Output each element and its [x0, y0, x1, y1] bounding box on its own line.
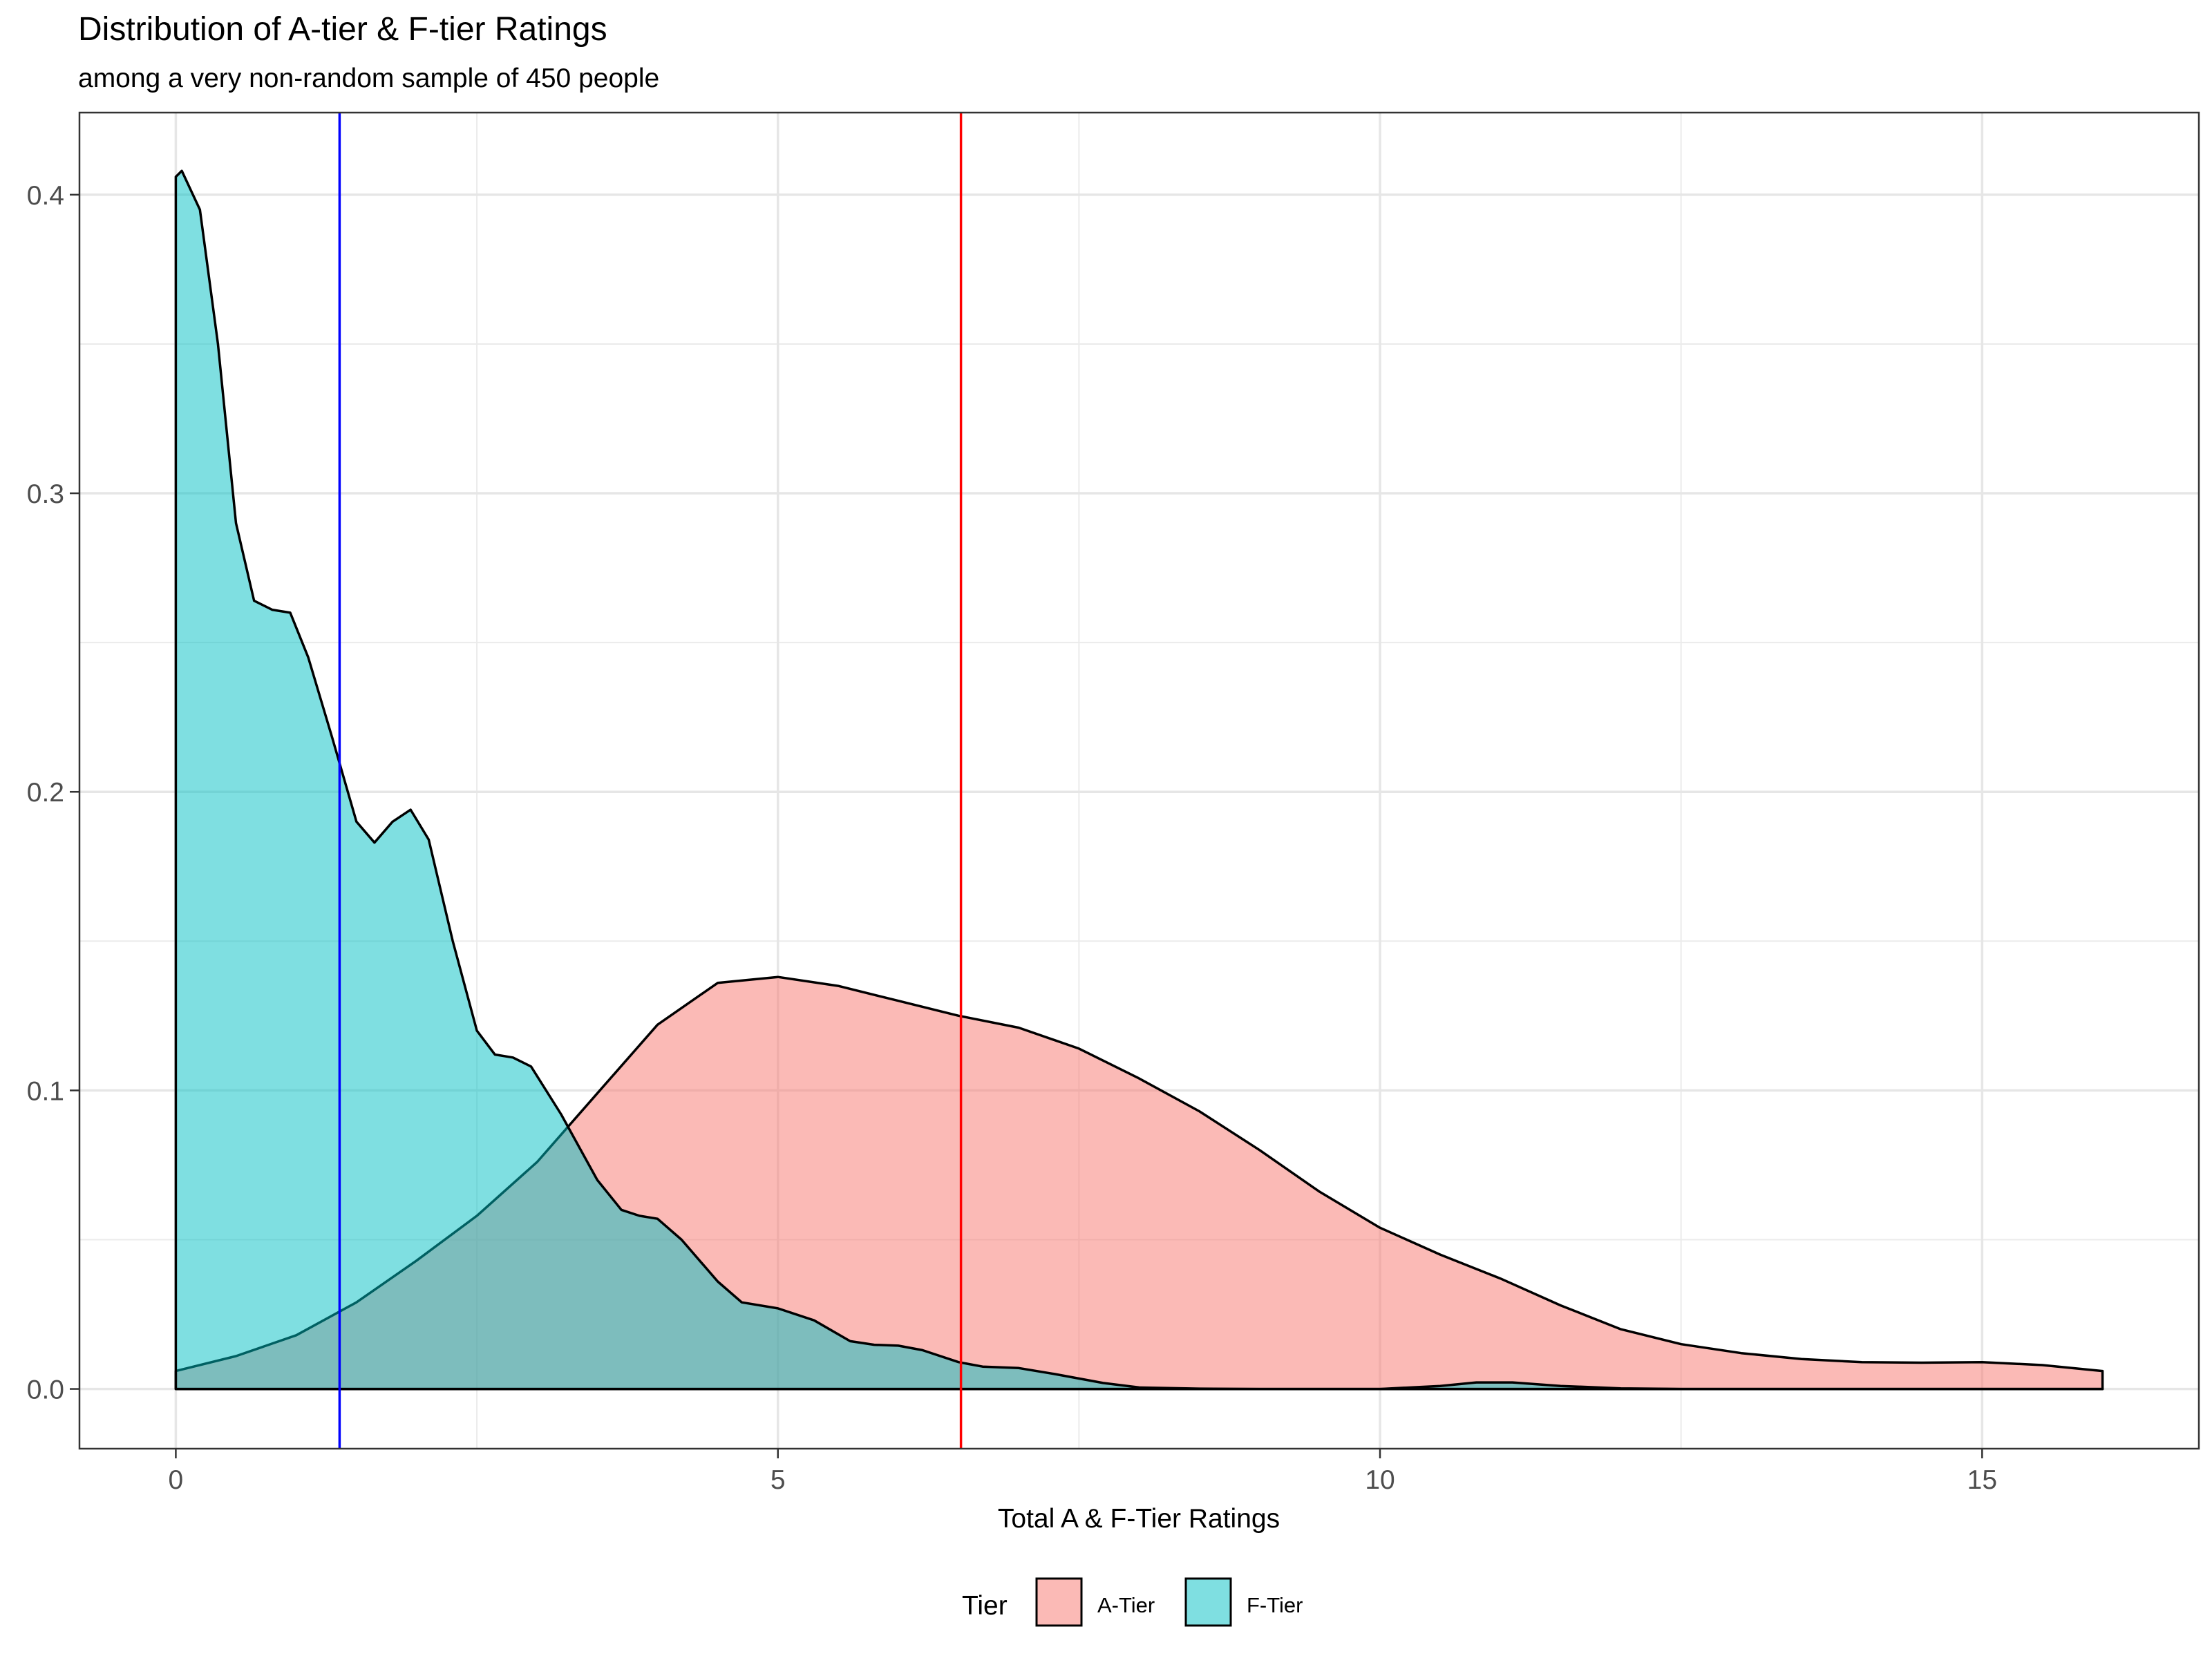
x-tick-label: 0	[169, 1465, 184, 1495]
y-axis: 0.0 0.1 0.2 0.3 0.4	[27, 181, 79, 1405]
x-tick-label: 5	[771, 1465, 786, 1495]
x-tick-label: 10	[1365, 1465, 1395, 1495]
y-tick-label: 0.4	[27, 181, 64, 211]
y-tick-label: 0.3	[27, 479, 64, 509]
chart-subtitle: among a very non-random sample of 450 pe…	[78, 64, 659, 93]
x-tick-label: 15	[1967, 1465, 1997, 1495]
y-tick-label: 0.2	[27, 778, 64, 808]
chart-title: Distribution of A-tier & F-tier Ratings	[78, 11, 607, 48]
x-axis: 0 5 10 15	[169, 1449, 1997, 1495]
density-area-f-tier	[174, 169, 2104, 1391]
density-areas	[174, 169, 2104, 1391]
legend-label-a-tier: A-Tier	[1097, 1593, 1155, 1617]
plot-border	[78, 111, 2200, 1450]
x-axis-title: Total A & F-Tier Ratings	[998, 1504, 1280, 1534]
mean-lines	[338, 113, 963, 1449]
legend-title: Tier	[962, 1591, 1008, 1621]
legend-key-a-tier	[1035, 1577, 1083, 1627]
y-tick-label: 0.1	[27, 1076, 64, 1106]
legend: Tier A-Tier F-Tier	[962, 1577, 1303, 1627]
legend-key-f-tier	[1184, 1577, 1232, 1627]
y-tick-label: 0.0	[27, 1375, 64, 1405]
legend-label-f-tier: F-Tier	[1247, 1593, 1303, 1617]
